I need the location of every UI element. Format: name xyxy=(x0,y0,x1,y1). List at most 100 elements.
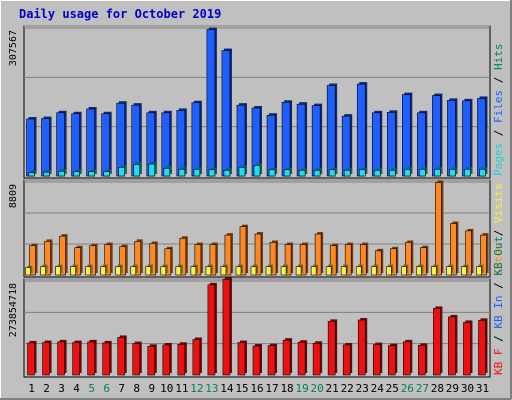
bar-sites-6 xyxy=(100,264,108,276)
bar-hits-29 xyxy=(447,98,458,177)
bar-hits-31 xyxy=(477,96,488,177)
bar-visits-20 xyxy=(314,232,324,276)
bar-hits-13 xyxy=(206,27,217,177)
bar-visits-8 xyxy=(134,239,143,276)
bar-hits-12 xyxy=(191,100,202,177)
bar-sites-5 xyxy=(85,264,93,276)
panel-hits-files-pages: 307567 xyxy=(8,25,491,179)
panel-visits-sites: 8809 xyxy=(8,179,491,278)
x-tick-label-21: 21 xyxy=(326,382,339,395)
bar-sites-19 xyxy=(295,264,304,276)
bar-kb-f-27 xyxy=(418,343,428,376)
bar-kb-f-16 xyxy=(252,343,262,376)
bar-kb-f-21 xyxy=(327,319,338,376)
bar-visits-23 xyxy=(359,242,369,276)
x-tick-label-12: 12 xyxy=(190,382,203,395)
x-tick-label-9: 9 xyxy=(148,382,155,395)
bar-sites-24 xyxy=(370,264,379,276)
bar-kb-f-5 xyxy=(87,339,97,376)
bar-sites-15 xyxy=(235,264,243,276)
bar-sites-7 xyxy=(115,264,123,276)
bar-sites-10 xyxy=(160,264,168,276)
bar-hits-5 xyxy=(86,106,97,177)
bar-hits-19 xyxy=(296,102,308,177)
bar-visits-12 xyxy=(194,242,203,276)
x-tick-label-16: 16 xyxy=(250,382,263,395)
x-tick-label-24: 24 xyxy=(371,382,385,395)
x-tick-label-2: 2 xyxy=(43,382,50,395)
bar-kb-f-17 xyxy=(267,343,278,376)
bar-pages-8 xyxy=(133,162,142,177)
x-tick-label-7: 7 xyxy=(118,382,125,395)
chart-title: Daily usage for October 2019 xyxy=(19,7,221,21)
bar-kb-f-4 xyxy=(72,340,82,376)
bar-pages-18 xyxy=(283,167,293,177)
bar-kb-f-26 xyxy=(403,339,413,376)
bar-visits-7 xyxy=(119,244,128,276)
bar-hits-18 xyxy=(281,100,293,177)
bar-sites-11 xyxy=(175,264,183,276)
bar-hits-4 xyxy=(71,111,82,177)
x-tick-label-31: 31 xyxy=(476,382,489,395)
bar-kb-f-8 xyxy=(132,341,142,376)
bar-kb-f-24 xyxy=(372,342,383,376)
bar-visits-11 xyxy=(179,236,188,276)
bar-kb-f-6 xyxy=(102,340,112,376)
x-tick-label-18: 18 xyxy=(280,382,293,395)
x-tick-label-3: 3 xyxy=(58,382,65,395)
bar-kb-f-9 xyxy=(147,344,157,376)
bar-pages-31 xyxy=(479,167,488,177)
bar-hits-24 xyxy=(371,110,383,177)
legend-kbytes: KB F / KB In / KB Out xyxy=(492,236,505,375)
bar-kb-f-22 xyxy=(342,342,353,376)
x-tick-label-25: 25 xyxy=(386,382,399,395)
ymax-label: 307567 xyxy=(8,30,19,66)
bar-hits-20 xyxy=(311,103,323,177)
bar-sites-28 xyxy=(431,264,439,276)
bar-kb-f-30 xyxy=(463,320,473,376)
x-tick-label-17: 17 xyxy=(265,382,278,395)
bar-sites-26 xyxy=(401,264,409,276)
x-tick-label-15: 15 xyxy=(235,382,248,395)
bar-pages-17 xyxy=(268,167,278,177)
panel-kbytes: 273854718 xyxy=(8,277,491,378)
x-tick-label-22: 22 xyxy=(341,382,354,395)
bar-kb-f-31 xyxy=(478,318,488,376)
bar-sites-29 xyxy=(446,264,454,276)
bar-sites-9 xyxy=(145,264,153,276)
x-tick-label-26: 26 xyxy=(401,382,414,395)
bar-sites-23 xyxy=(355,264,364,276)
bar-sites-27 xyxy=(416,264,424,276)
bar-pages-9 xyxy=(148,162,157,177)
ymax-label: 8809 xyxy=(8,184,19,208)
bar-pages-11 xyxy=(178,167,187,177)
bar-pages-23 xyxy=(358,167,368,177)
x-tick-label-19: 19 xyxy=(295,382,308,395)
bar-visits-25 xyxy=(389,246,399,276)
bar-sites-18 xyxy=(280,264,289,276)
x-tick-label-13: 13 xyxy=(205,382,218,395)
bar-hits-17 xyxy=(266,113,278,177)
bar-visits-26 xyxy=(405,240,414,276)
bar-sites-14 xyxy=(220,264,228,276)
bar-visits-15 xyxy=(239,224,248,276)
bar-pages-20 xyxy=(313,168,323,177)
x-tick-label-4: 4 xyxy=(73,382,80,395)
x-tick-label-5: 5 xyxy=(88,382,95,395)
bar-pages-1 xyxy=(28,170,37,177)
bar-hits-7 xyxy=(116,101,127,177)
bar-visits-24 xyxy=(374,248,384,276)
x-tick-label-10: 10 xyxy=(160,382,173,395)
bar-hits-21 xyxy=(326,83,338,177)
bar-kb-f-12 xyxy=(192,337,202,376)
bar-visits-2 xyxy=(44,239,53,276)
bar-visits-28 xyxy=(435,180,444,276)
x-tick-label-20: 20 xyxy=(311,382,324,395)
bar-hits-27 xyxy=(417,110,428,177)
bar-pages-4 xyxy=(73,169,82,177)
bar-sites-4 xyxy=(70,264,78,276)
x-tick-label-11: 11 xyxy=(175,382,188,395)
legend-hits-files-pages: Pages / Files / Hits xyxy=(492,44,505,177)
bar-kb-f-7 xyxy=(117,335,127,376)
